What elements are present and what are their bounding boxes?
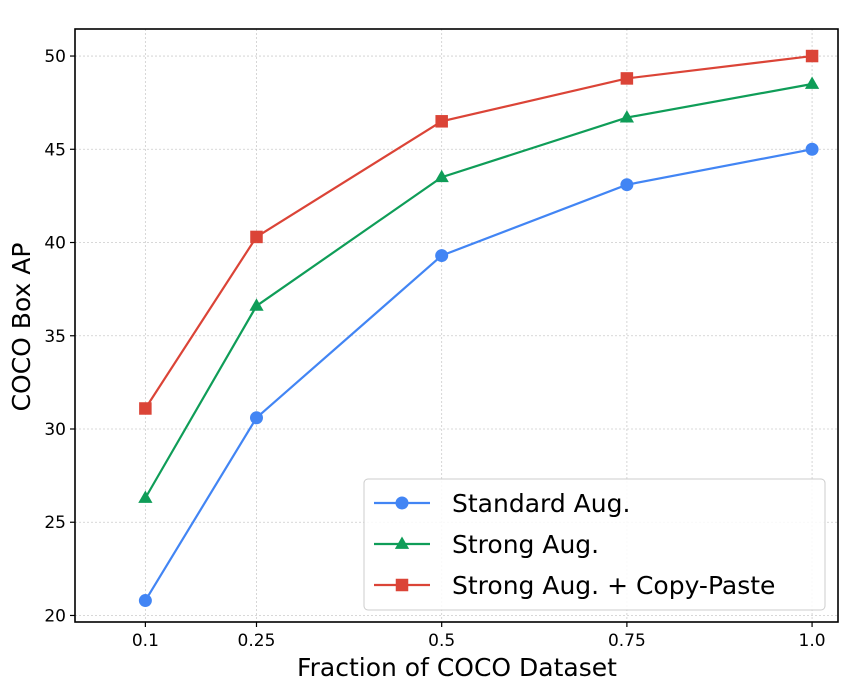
- data-point-1-1: [249, 298, 264, 311]
- y-tick-label: 20: [44, 606, 66, 626]
- y-tick-label: 40: [44, 234, 66, 254]
- y-axis-ticks: 20 25 30 35 40 45 50: [44, 47, 75, 626]
- legend-box: [363, 478, 826, 611]
- data-point-0-4: [805, 142, 819, 156]
- data-point-0-1: [249, 411, 263, 425]
- series-markers: [138, 49, 820, 608]
- data-point-1-0: [138, 490, 153, 503]
- x-tick-label: 0.75: [608, 631, 646, 651]
- data-point-2-2: [435, 115, 448, 128]
- legend: Standard Aug. Strong Aug. Strong Aug. + Co…: [363, 478, 826, 611]
- y-axis-title: COCO Box AP: [7, 243, 36, 412]
- x-tick-label: 0.25: [238, 631, 276, 651]
- legend-label: Standard Aug.: [452, 489, 630, 518]
- legend-label: Strong Aug. + Copy-Paste: [452, 571, 775, 600]
- legend-marker: [395, 496, 409, 510]
- data-point-0-2: [435, 249, 449, 263]
- data-point-2-4: [805, 49, 819, 63]
- x-tick-label: 1.0: [799, 631, 826, 651]
- data-point-1-2: [434, 169, 449, 183]
- data-point-0-0: [138, 594, 152, 608]
- legend-marker: [395, 578, 409, 592]
- data-point-2-3: [620, 72, 634, 85]
- legend-marker: [394, 536, 410, 549]
- x-axis-title: Fraction of COCO Dataset: [297, 653, 617, 682]
- y-tick-label: 50: [44, 47, 66, 67]
- data-point-2-1: [250, 230, 263, 244]
- data-point-1-3: [619, 110, 635, 123]
- series-line-2: [144, 54, 813, 410]
- x-tick-label: 0.1: [132, 631, 159, 651]
- y-tick-label: 45: [44, 140, 66, 160]
- y-tick-label: 30: [44, 420, 66, 440]
- x-tick-label: 0.5: [428, 631, 455, 651]
- data-point-1-4: [804, 76, 820, 89]
- x-axis-ticks: 0.1 0.25 0.5 0.75 1.0: [132, 622, 826, 651]
- y-tick-label: 35: [44, 327, 66, 347]
- y-tick-label: 25: [44, 513, 66, 533]
- data-point-0-3: [620, 178, 634, 192]
- legend-label: Strong Aug.: [452, 530, 599, 559]
- plot-frame: [74, 28, 839, 623]
- data-point-2-0: [139, 402, 152, 415]
